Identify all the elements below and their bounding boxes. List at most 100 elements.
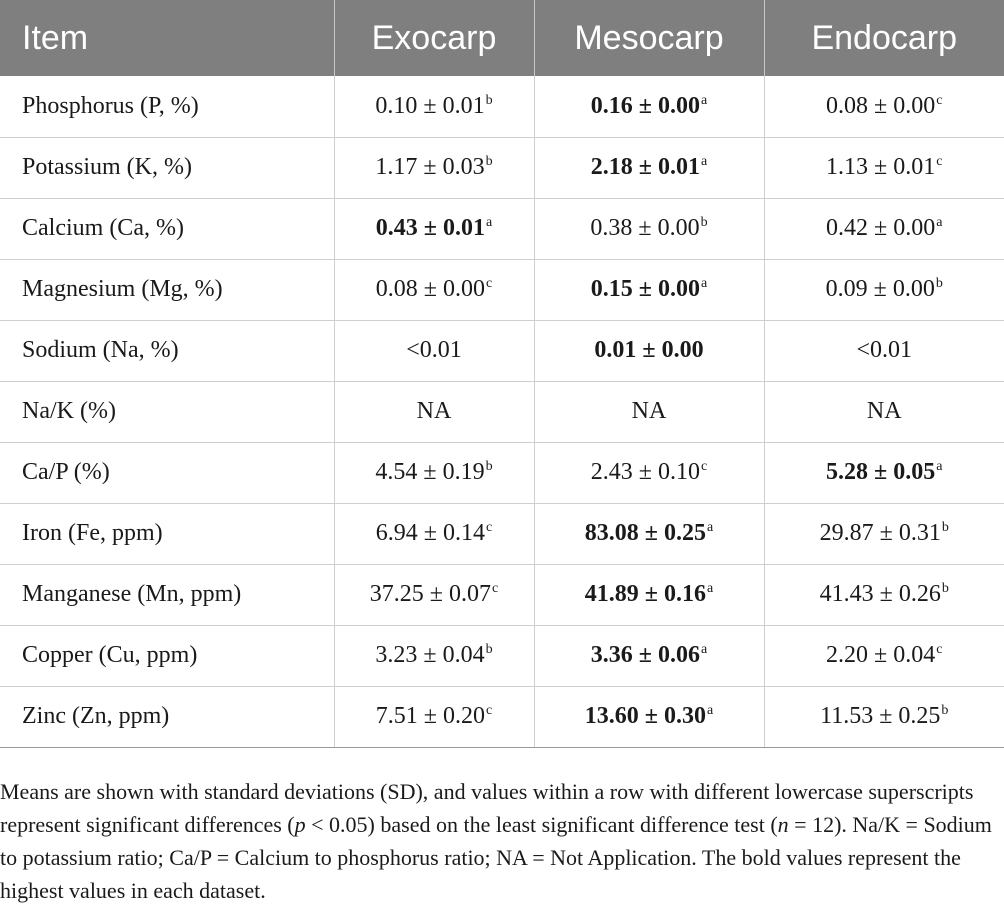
cell-mesocarp: 0.15 ± 0.00a [533,259,764,321]
cell-value: <0.01 [406,337,462,363]
cell-value: 2.20 ± 0.04 [826,642,936,668]
cell-value: 41.43 ± 0.26 [819,581,941,607]
cell-exocarp: 0.43 ± 0.01a [333,198,534,260]
cell-endocarp: 0.42 ± 0.00a [763,198,1004,260]
cell-exocarp: <0.01 [333,320,534,382]
cell-mesocarp: 41.89 ± 0.16a [533,564,764,626]
significance-superscript: a [706,703,714,718]
row-item-label: Sodium (Na, %) [0,320,334,382]
significance-superscript: b [941,581,949,596]
significance-superscript: b [935,276,943,291]
cell-value: 11.53 ± 0.25 [820,703,941,729]
cell-exocarp: 37.25 ± 0.07c [333,564,534,626]
header-mesocarp: Mesocarp [533,0,764,76]
cell-value: 7.51 ± 0.20 [375,703,485,729]
footnote-text-1: Means are shown with standard deviations… [0,779,974,837]
significance-superscript: c [936,92,943,108]
cell-value: 0.01 ± 0.00 [594,337,704,363]
cell-value: 1.17 ± 0.03 [375,154,485,180]
cell-endocarp: 2.20 ± 0.04c [763,625,1004,687]
significance-superscript: c [485,520,493,535]
header-endocarp: Endocarp [763,0,1004,76]
significance-superscript: c [936,642,943,657]
cell-value: 3.36 ± 0.06 [590,642,700,668]
table-footnote: Means are shown with standard deviations… [0,775,1000,907]
cell-value: 0.15 ± 0.00 [590,276,700,302]
significance-superscript: c [485,276,493,291]
footnote-n-symbol: n [777,812,789,837]
mineral-composition-table: Item Exocarp Mesocarp Endocarp Phosphoru… [0,0,1004,748]
footnote-text-2: < 0.05) based on the least significant d… [305,812,778,837]
cell-value: <0.01 [856,337,913,363]
cell-endocarp: 0.09 ± 0.00b [763,259,1004,321]
significance-superscript: c [936,154,943,169]
cell-exocarp: 0.08 ± 0.00c [333,259,534,321]
significance-superscript: b [941,703,949,718]
table-row: Iron (Fe, ppm) 6.94 ± 0.14c 83.08 ± 0.25a 2… [0,503,1004,565]
table-row: Ca/P (%) 4.54 ± 0.19b 2.43 ± 0.10c 5.28 ± 0… [0,442,1004,504]
cell-value: 0.42 ± 0.00 [826,215,936,241]
row-item-label: Na/K (%) [0,381,334,443]
cell-endocarp: 5.28 ± 0.05a [763,442,1004,504]
cell-value: 0.08 ± 0.00 [826,92,936,119]
row-item-label: Iron (Fe, ppm) [0,503,334,565]
header-exocarp: Exocarp [333,0,534,76]
footnote-p-symbol: p [294,812,306,837]
cell-mesocarp: 13.60 ± 0.30a [533,686,764,748]
cell-exocarp: 4.54 ± 0.19b [333,442,534,504]
cell-value: 29.87 ± 0.31 [819,520,941,546]
cell-endocarp: 41.43 ± 0.26b [763,564,1004,626]
cell-value: 2.43 ± 0.10 [590,459,700,485]
significance-superscript: b [485,92,493,108]
footnote-text-3: = 12). Na/K = Sodium to potassium ratio;… [0,812,992,903]
significance-superscript: c [491,581,499,596]
cell-mesocarp: 0.01 ± 0.00 [533,320,764,382]
row-item-label: Manganese (Mn, ppm) [0,564,334,626]
significance-superscript: c [485,703,493,718]
cell-endocarp: 29.87 ± 0.31b [763,503,1004,565]
cell-value: 0.10 ± 0.01 [375,92,485,119]
cell-value: NA [631,398,667,424]
cell-value: 83.08 ± 0.25 [584,520,706,546]
significance-superscript: a [936,215,943,230]
cell-value: 4.54 ± 0.19 [375,459,485,485]
table-body: Phosphorus (P, %) 0.10 ± 0.01b 0.16 ± 0.00… [0,76,1004,748]
cell-endocarp: 11.53 ± 0.25b [763,686,1004,748]
cell-mesocarp: 83.08 ± 0.25a [533,503,764,565]
table-row: Magnesium (Mg, %) 0.08 ± 0.00c 0.15 ± 0.00… [0,259,1004,321]
table-row: Manganese (Mn, ppm) 37.25 ± 0.07c 41.89 ± … [0,564,1004,626]
cell-endocarp: <0.01 [763,320,1004,382]
cell-exocarp: 6.94 ± 0.14c [333,503,534,565]
significance-superscript: a [706,520,714,535]
table-row: Calcium (Ca, %) 0.43 ± 0.01a 0.38 ± 0.00b 0… [0,198,1004,260]
significance-superscript: a [706,581,714,596]
cell-value: 3.23 ± 0.04 [375,642,485,668]
cell-value: 6.94 ± 0.14 [375,520,485,546]
cell-exocarp: NA [333,381,534,443]
table-row: Zinc (Zn, ppm) 7.51 ± 0.20c 13.60 ± 0.30a 1… [0,686,1004,748]
row-item-label: Calcium (Ca, %) [0,198,334,260]
cell-value: 1.13 ± 0.01 [826,154,936,180]
header-item: Item [22,18,89,57]
cell-value: 0.16 ± 0.00 [590,92,700,119]
cell-endocarp: NA [763,381,1004,443]
cell-endocarp: 0.08 ± 0.00c [763,76,1004,138]
cell-value: 5.28 ± 0.05 [826,459,936,485]
cell-exocarp: 3.23 ± 0.04b [333,625,534,687]
cell-exocarp: 1.17 ± 0.03b [333,137,534,199]
cell-value: NA [866,398,902,424]
row-item-label: Zinc (Zn, ppm) [0,686,334,748]
cell-value: NA [416,398,452,424]
cell-value: 2.18 ± 0.01 [590,154,700,180]
cell-value: 37.25 ± 0.07 [369,581,491,607]
cell-exocarp: 7.51 ± 0.20c [333,686,534,748]
cell-exocarp: 0.10 ± 0.01b [333,76,534,138]
significance-superscript: a [700,276,708,291]
table-row: Sodium (Na, %) <0.01 0.01 ± 0.00 <0.01 [0,320,1004,382]
significance-superscript: c [700,459,708,474]
cell-value: 0.09 ± 0.00 [825,276,935,302]
cell-mesocarp: 0.16 ± 0.00a [533,76,764,138]
table-row: Phosphorus (P, %) 0.10 ± 0.01b 0.16 ± 0.00… [0,76,1004,138]
significance-superscript: a [700,154,708,169]
cell-mesocarp: 2.18 ± 0.01a [533,137,764,199]
